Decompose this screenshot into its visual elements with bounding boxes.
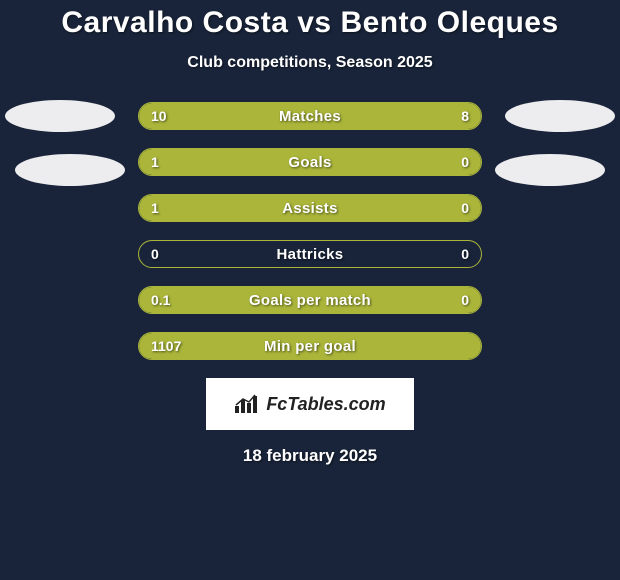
subtitle: Club competitions, Season 2025 [0, 54, 620, 72]
player-right-photo-placeholder-2 [495, 154, 605, 186]
bar-left [139, 103, 329, 129]
value-right: 0 [461, 241, 469, 267]
date-label: 18 february 2025 [0, 446, 620, 466]
stat-row: 0 0Hattricks [138, 240, 482, 268]
player-left-photo-placeholder-2 [15, 154, 125, 186]
stat-row: 0.10Goals per match [138, 286, 482, 314]
bars-icon [234, 394, 260, 414]
value-left: 0 [151, 241, 159, 267]
stat-row: 10Goals [138, 148, 482, 176]
bar-left [139, 333, 481, 359]
bar-left [139, 149, 402, 175]
bar-right [402, 149, 481, 175]
page-title: Carvalho Costa vs Bento Oleques [0, 0, 620, 40]
stat-row: 10Assists [138, 194, 482, 222]
stat-row: 1107Min per goal [138, 332, 482, 360]
brand-badge: FcTables.com [206, 378, 414, 430]
bar-left [139, 195, 402, 221]
brand-text: FcTables.com [266, 394, 385, 415]
bar-right [329, 103, 481, 129]
stat-label: Hattricks [139, 241, 481, 267]
player-left-photo-placeholder-1 [5, 100, 115, 132]
stat-row: 108Matches [138, 102, 482, 130]
player-right-photo-placeholder-1 [505, 100, 615, 132]
bar-left [139, 287, 481, 313]
comparison-chart: 108Matches 10Goals 10Assists 0 0Hattricks 0.1… [0, 102, 620, 360]
bar-right [402, 195, 481, 221]
